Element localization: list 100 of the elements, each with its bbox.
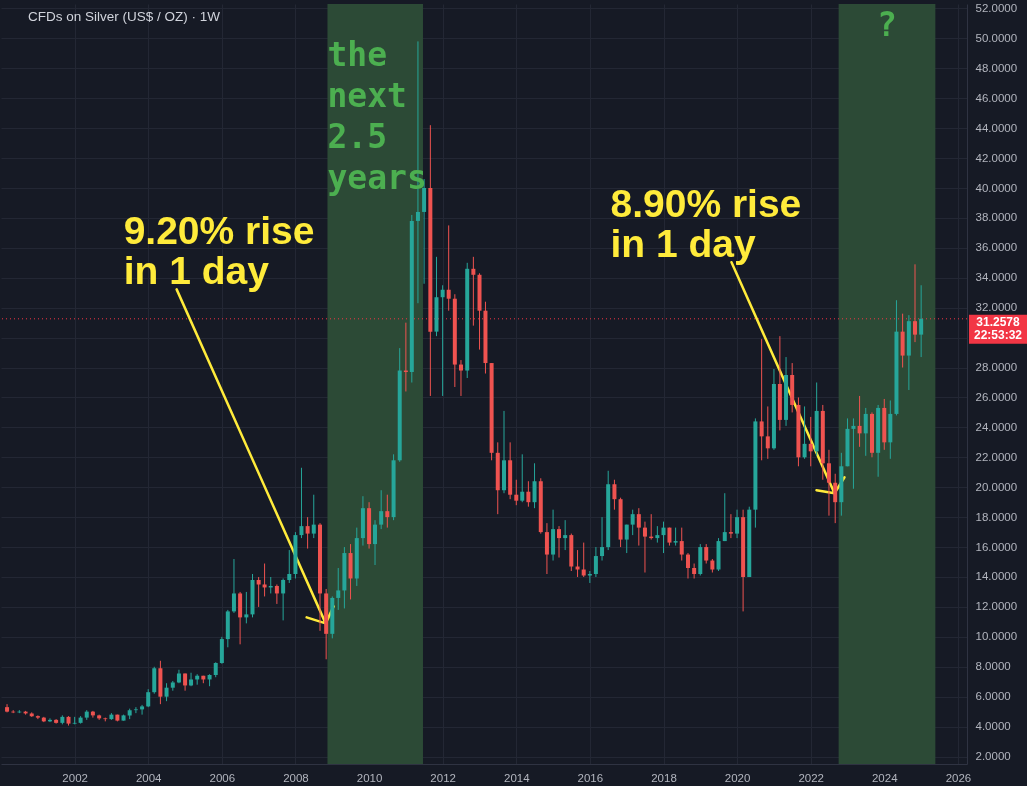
y-tick-label: 36.0000 xyxy=(975,241,1018,254)
y-tick-label: 46.0000 xyxy=(975,91,1018,104)
y-tick-label: 50.0000 xyxy=(975,31,1018,44)
candlestick xyxy=(900,313,905,369)
candlestick xyxy=(863,407,868,457)
candlestick xyxy=(305,516,310,550)
x-tick-label: 2012 xyxy=(430,771,456,784)
y-tick-label: 14.0000 xyxy=(975,570,1018,583)
text: 22:53:32 xyxy=(973,327,1023,342)
candlestick xyxy=(728,513,733,539)
x-tick-label: 2016 xyxy=(577,771,604,784)
candlestick xyxy=(446,224,451,312)
candlestick xyxy=(692,563,697,579)
candlestick xyxy=(808,416,813,467)
candlestick xyxy=(299,467,304,539)
chart-title: CFDs on Silver (US$ / OZ) · 1W xyxy=(28,9,221,24)
x-tick-label: 2014 xyxy=(504,771,531,784)
y-tick-label: 10.0000 xyxy=(975,630,1018,643)
candlestick xyxy=(287,549,292,584)
y-tick-label: 22.0000 xyxy=(975,450,1018,463)
candlestick xyxy=(826,449,831,517)
candlestick xyxy=(600,516,605,562)
candlestick xyxy=(458,359,463,397)
candlestick xyxy=(262,563,267,597)
y-tick-label: 48.0000 xyxy=(975,61,1018,74)
annotation: 9.20% rise in 1 day xyxy=(123,209,315,293)
candlestick xyxy=(919,284,924,358)
candlestick xyxy=(311,494,316,539)
candlestick xyxy=(520,453,525,503)
candlestick xyxy=(722,492,727,542)
candlestick xyxy=(379,489,384,530)
y-tick-label: 38.0000 xyxy=(975,211,1018,224)
candlestick xyxy=(636,507,641,547)
y-tick-label: 2.0000 xyxy=(975,750,1011,763)
candlestick xyxy=(642,521,647,573)
y-tick-label: 42.0000 xyxy=(975,151,1018,164)
x-tick-label: 2026 xyxy=(945,771,972,784)
candlestick xyxy=(704,543,709,565)
y-tick-label: 16.0000 xyxy=(975,540,1018,553)
candlestick xyxy=(244,591,249,624)
candlestick xyxy=(385,494,390,529)
candlestick xyxy=(274,583,279,605)
y-tick-label: 34.0000 xyxy=(975,271,1018,284)
y-tick-label: 26.0000 xyxy=(975,390,1018,403)
candlestick xyxy=(857,395,862,448)
candlestick xyxy=(140,704,145,716)
x-tick-label: 2022 xyxy=(798,771,825,784)
y-tick-label: 12.0000 xyxy=(975,600,1018,613)
candlestick xyxy=(765,405,770,460)
candlestick xyxy=(833,473,838,524)
candlestick xyxy=(593,546,598,578)
candlestick xyxy=(238,591,243,645)
candlestick xyxy=(336,567,341,611)
candlestick xyxy=(152,666,157,695)
x-tick-label: 2006 xyxy=(209,771,236,784)
candlestick xyxy=(219,636,224,665)
candlestick xyxy=(630,509,635,536)
x-tick-label: 2018 xyxy=(651,771,677,784)
candlestick xyxy=(661,521,666,554)
candlestick xyxy=(514,479,519,506)
candlestick xyxy=(471,256,476,327)
x-tick-label: 2024 xyxy=(871,771,899,784)
candlestick xyxy=(563,519,568,551)
y-tick-label: 52.0000 xyxy=(975,1,1018,14)
y-tick-label: 20.0000 xyxy=(975,480,1018,493)
candlestick xyxy=(612,479,617,511)
candlestick xyxy=(54,718,59,725)
candlestick xyxy=(851,417,856,490)
candlestick xyxy=(440,284,445,397)
x-tick-label: 2020 xyxy=(724,771,751,784)
x-tick-label: 2008 xyxy=(283,771,309,784)
y-tick-label: 18.0000 xyxy=(975,510,1018,523)
candlestick xyxy=(802,405,807,460)
y-tick-label: 28.0000 xyxy=(975,361,1018,374)
candlestick xyxy=(532,462,537,509)
x-tick-label: 2010 xyxy=(356,771,383,784)
candlestick xyxy=(231,558,236,614)
y-tick-label: 40.0000 xyxy=(975,181,1018,194)
candlestick xyxy=(373,519,378,566)
band-label: the next 2.5 years xyxy=(327,35,427,197)
y-tick-label: 6.0000 xyxy=(975,690,1011,703)
candlestick xyxy=(685,552,690,579)
candlestick xyxy=(913,263,918,343)
candlestick xyxy=(544,522,549,575)
y-tick-label: 24.0000 xyxy=(975,420,1018,433)
candlestick xyxy=(189,672,194,687)
band-label: ? xyxy=(877,5,897,44)
y-tick-label: 32.0000 xyxy=(975,301,1018,314)
candlestick xyxy=(735,509,740,539)
candlestick xyxy=(422,178,427,285)
candlestick xyxy=(679,527,684,562)
x-tick-label: 2002 xyxy=(62,771,88,784)
x-tick-label: 2004 xyxy=(135,771,163,784)
candlestick xyxy=(557,525,562,559)
candlestick xyxy=(35,714,40,720)
candlestick xyxy=(133,706,138,714)
annotation: 8.90% rise in 1 day xyxy=(610,182,802,266)
ref-line-label: 31.2578 xyxy=(976,314,1021,329)
candlestick xyxy=(759,338,764,461)
candlestick xyxy=(526,480,531,508)
